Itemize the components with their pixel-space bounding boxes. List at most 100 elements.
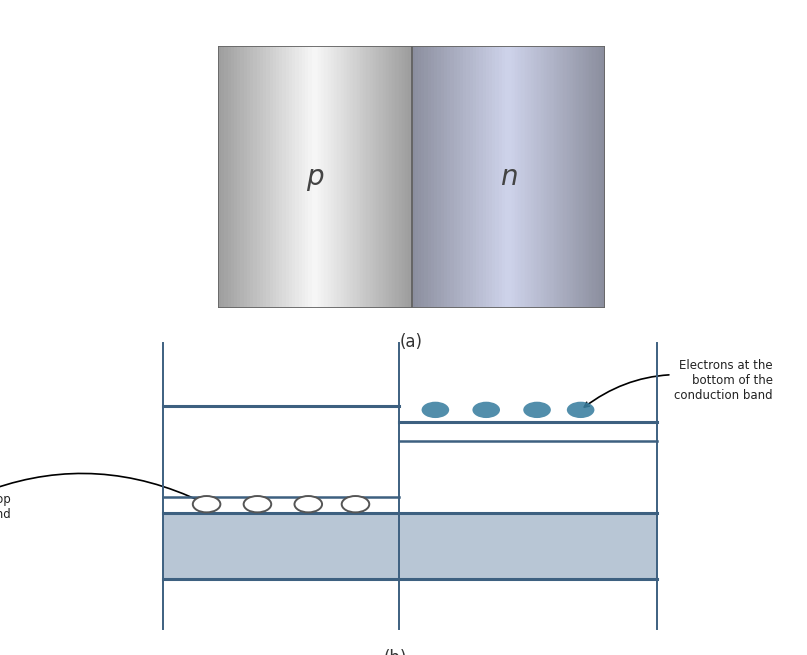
Bar: [273, 46, 276, 308]
Bar: [428, 46, 431, 308]
Bar: [295, 46, 299, 308]
Text: p: p: [306, 163, 324, 191]
Bar: [292, 46, 295, 308]
Bar: [434, 46, 437, 308]
Bar: [557, 46, 560, 308]
Bar: [308, 46, 312, 308]
Bar: [289, 46, 292, 308]
Ellipse shape: [295, 496, 322, 512]
Bar: [363, 46, 366, 308]
Bar: [415, 46, 418, 308]
Bar: [231, 46, 234, 308]
Bar: [279, 46, 282, 308]
Bar: [383, 46, 386, 308]
Bar: [508, 46, 512, 308]
Bar: [337, 46, 341, 308]
Bar: [486, 46, 489, 308]
Bar: [479, 46, 483, 308]
Bar: [554, 46, 557, 308]
Bar: [541, 46, 544, 308]
Bar: [305, 46, 308, 308]
Bar: [544, 46, 547, 308]
Bar: [266, 46, 270, 308]
Bar: [460, 46, 463, 308]
Bar: [466, 46, 470, 308]
Bar: [492, 46, 495, 308]
Bar: [424, 46, 428, 308]
Bar: [476, 46, 479, 308]
Bar: [253, 46, 257, 308]
Bar: [570, 46, 573, 308]
Bar: [218, 46, 221, 308]
Bar: [263, 46, 266, 308]
Bar: [550, 46, 554, 308]
Text: (a): (a): [400, 333, 423, 351]
Bar: [421, 46, 424, 308]
Ellipse shape: [567, 402, 595, 418]
Bar: [237, 46, 240, 308]
Bar: [315, 46, 318, 308]
Bar: [234, 46, 237, 308]
Bar: [602, 46, 605, 308]
Bar: [379, 46, 383, 308]
Ellipse shape: [244, 496, 271, 512]
Bar: [563, 46, 567, 308]
Bar: [270, 46, 273, 308]
Bar: [596, 46, 599, 308]
Bar: [257, 46, 260, 308]
Bar: [373, 46, 376, 308]
Bar: [441, 46, 444, 308]
Bar: [353, 46, 357, 308]
Bar: [505, 46, 508, 308]
Bar: [521, 46, 525, 308]
Bar: [395, 46, 399, 308]
Bar: [512, 46, 515, 308]
Bar: [515, 46, 518, 308]
Bar: [412, 46, 605, 308]
Bar: [360, 46, 363, 308]
Bar: [240, 46, 244, 308]
Bar: [463, 46, 466, 308]
Bar: [350, 46, 353, 308]
Bar: [286, 46, 289, 308]
Bar: [228, 46, 231, 308]
Bar: [163, 513, 657, 579]
Bar: [547, 46, 550, 308]
Text: n: n: [500, 163, 517, 191]
Bar: [357, 46, 360, 308]
Bar: [218, 46, 412, 308]
Bar: [402, 46, 405, 308]
Bar: [489, 46, 492, 308]
Bar: [457, 46, 460, 308]
Bar: [531, 46, 534, 308]
Bar: [560, 46, 563, 308]
Bar: [366, 46, 370, 308]
Bar: [376, 46, 379, 308]
Bar: [324, 46, 328, 308]
Ellipse shape: [472, 402, 500, 418]
Bar: [344, 46, 347, 308]
Bar: [583, 46, 586, 308]
Bar: [312, 46, 315, 308]
Bar: [502, 46, 505, 308]
Bar: [470, 46, 473, 308]
Bar: [444, 46, 447, 308]
Bar: [224, 46, 228, 308]
Bar: [260, 46, 263, 308]
Bar: [392, 46, 395, 308]
Bar: [370, 46, 373, 308]
Bar: [302, 46, 305, 308]
Bar: [589, 46, 592, 308]
Bar: [450, 46, 454, 308]
Bar: [473, 46, 476, 308]
Bar: [418, 46, 421, 308]
Bar: [599, 46, 602, 308]
Bar: [579, 46, 583, 308]
Bar: [282, 46, 286, 308]
Bar: [573, 46, 576, 308]
Bar: [276, 46, 279, 308]
Bar: [567, 46, 570, 308]
Bar: [437, 46, 441, 308]
Bar: [331, 46, 334, 308]
Bar: [592, 46, 596, 308]
